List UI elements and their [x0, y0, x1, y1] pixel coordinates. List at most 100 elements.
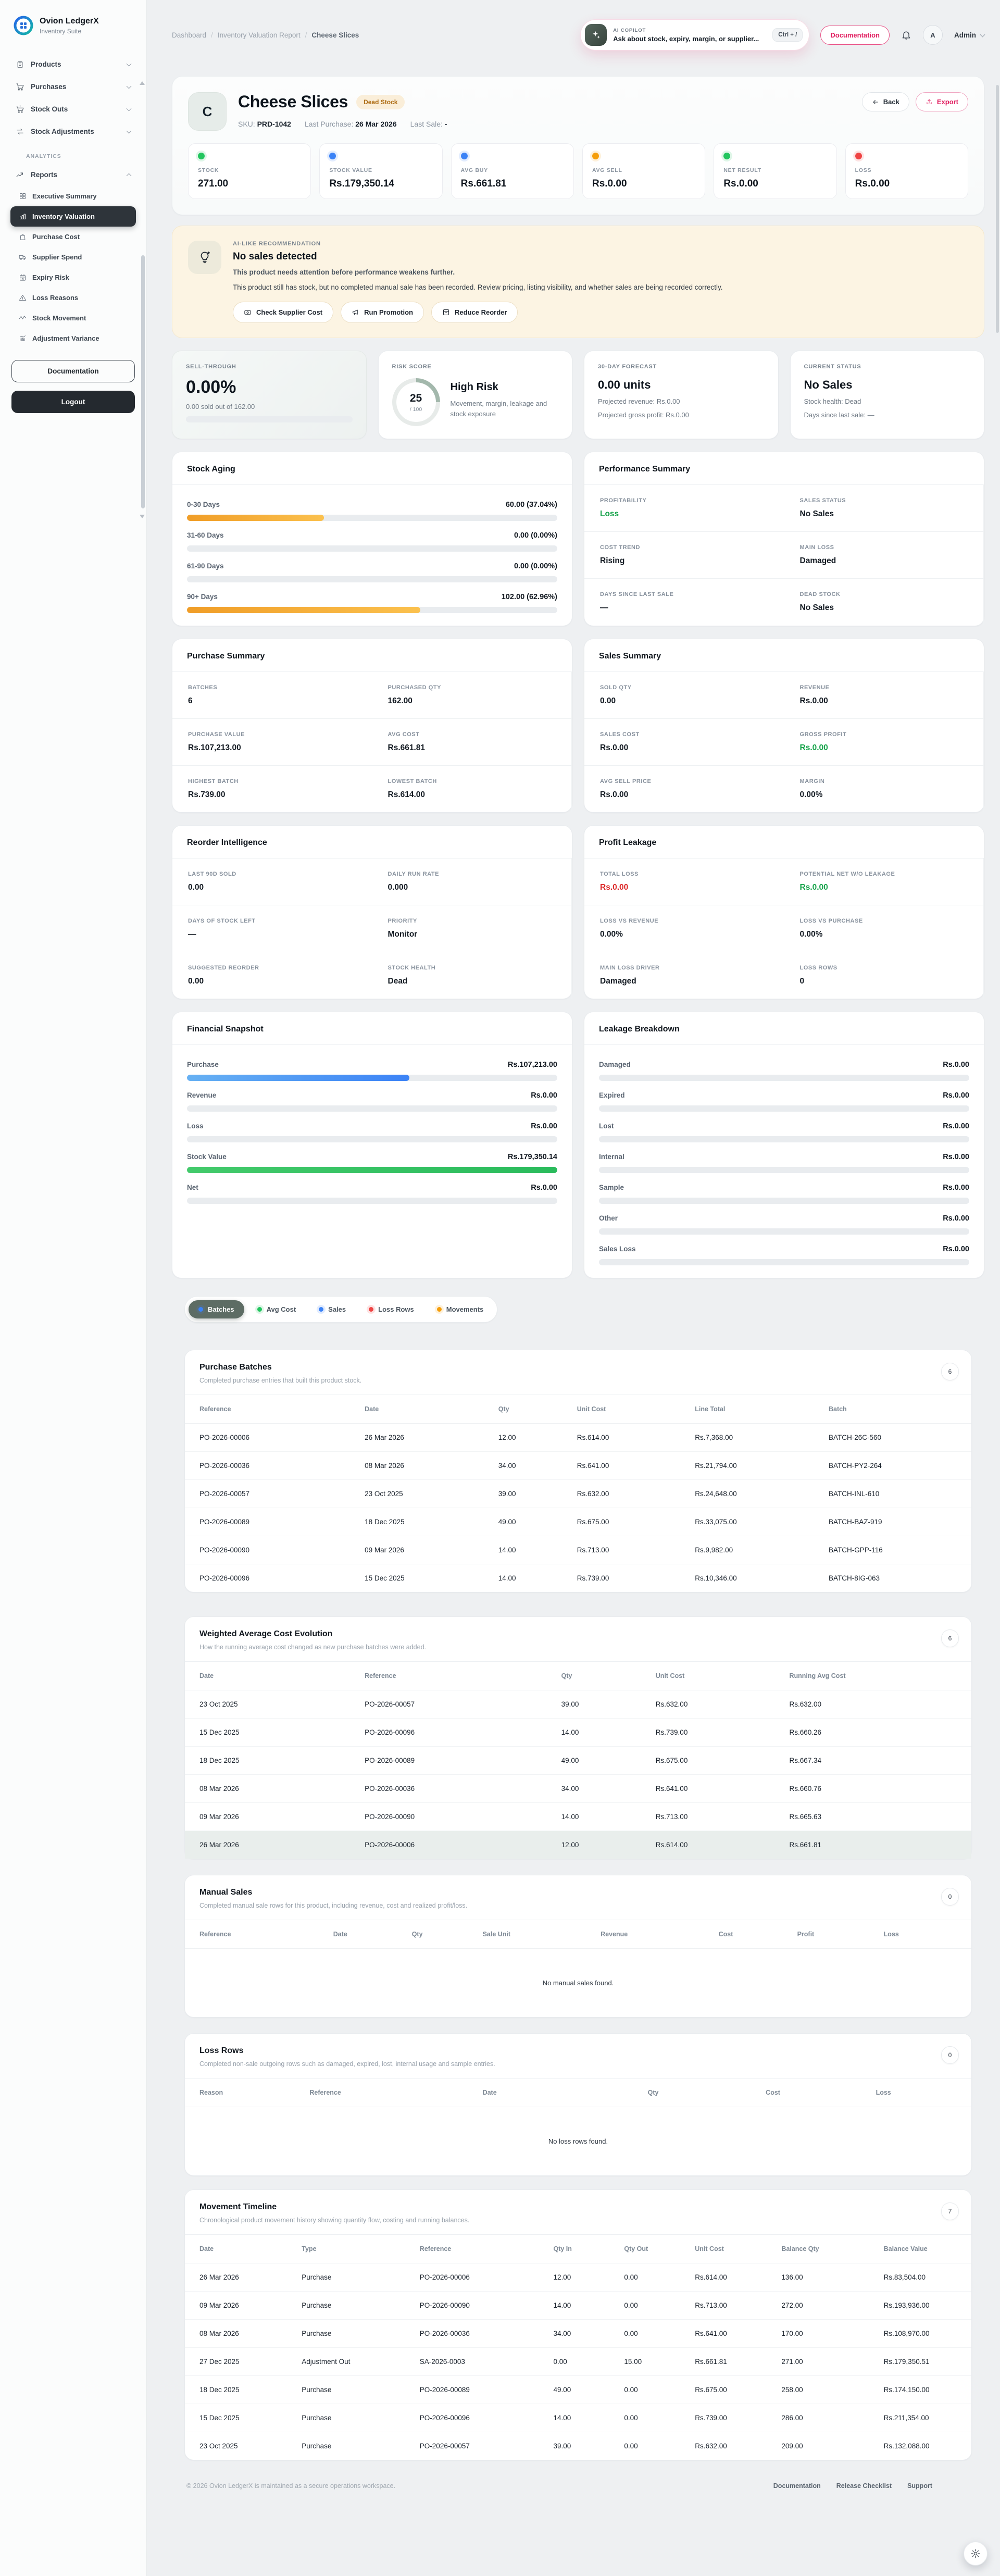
table-cell: Rs.667.34 — [774, 1746, 971, 1775]
table-cell: 49.00 — [546, 1746, 641, 1775]
table-row: PO-2026-00006 26 Mar 2026 12.00 Rs.614.00 Rs… — [185, 1423, 971, 1452]
sidebar-scroll-up-arrow[interactable] — [140, 81, 145, 85]
ai-copilot-search[interactable]: AI COPILOT Ask about stock, expiry, marg… — [581, 20, 809, 50]
tab[interactable]: Loss Rows — [359, 1300, 424, 1318]
documentation-button[interactable]: Documentation — [820, 25, 890, 45]
chevron-down-icon — [126, 61, 132, 66]
logout-button[interactable]: Logout — [11, 391, 135, 413]
sidebar-item-label: Products — [31, 60, 61, 68]
table-row: 26 Mar 2026 PO-2026-00006 12.00 Rs.614.00 Rs… — [185, 1831, 971, 1859]
notifications-bell-icon[interactable] — [901, 30, 911, 40]
section-subtitle: Completed purchase entries that built th… — [199, 1377, 362, 1384]
sidebar-item-stock-adjustments[interactable]: Stock Adjustments — [10, 120, 136, 143]
financial-bar — [187, 1136, 557, 1142]
sidebar-item-loss-reasons[interactable]: Loss Reasons — [10, 288, 136, 308]
performance-summary-card: Performance Summary PROFITABILITY Loss S… — [584, 452, 984, 626]
sidebar-item-expiry-risk[interactable]: Expiry Risk — [10, 267, 136, 288]
chevron-down-icon — [126, 128, 132, 133]
sidebar-item-adjustment-variance[interactable]: Adjustment Variance — [10, 328, 136, 349]
sidebar-item-supplier-spend[interactable]: Supplier Spend — [10, 247, 136, 267]
table-cell: Rs.713.00 — [641, 1802, 775, 1831]
column-header: Date — [185, 2235, 288, 2263]
table-cell: 23 Oct 2025 — [185, 1690, 351, 1719]
breadcrumb-report[interactable]: Inventory Valuation Report — [217, 31, 301, 39]
summary-cell: SUGGESTED REORDER 0.00 — [172, 952, 372, 999]
tab[interactable]: Movements — [427, 1300, 494, 1318]
tab[interactable]: Avg Cost — [247, 1300, 306, 1318]
run-promotion-button[interactable]: Run Promotion — [341, 302, 424, 323]
reduce-reorder-button[interactable]: Reduce Reorder — [431, 302, 518, 323]
sidebar-item-purchase-cost[interactable]: Purchase Cost — [10, 227, 136, 247]
user-menu[interactable]: Admin — [954, 31, 985, 39]
avg-cost-card: Weighted Average Cost Evolution How the … — [184, 1616, 972, 1859]
table-cell: 26 Mar 2026 — [199, 1841, 239, 1849]
sidebar-item-stock-movement[interactable]: Stock Movement — [10, 308, 136, 328]
page-scrollbar[interactable] — [996, 85, 999, 333]
financial-row: Net Rs.0.00 — [187, 1173, 557, 1204]
table-row: 09 Mar 2026 Purchase PO-2026-00090 14.00 0.0… — [185, 2291, 971, 2320]
table-cell: Rs.10,346.00 — [695, 1574, 737, 1582]
sidebar-item-reports[interactable]: Reports — [10, 164, 136, 186]
table-cell: Purchase — [302, 2442, 332, 2450]
summary-value: Rs.661.81 — [388, 743, 426, 752]
sidebar-documentation-button[interactable]: Documentation — [11, 360, 135, 382]
arrow-left-icon — [873, 99, 878, 104]
stat-card: LOSS Rs.0.00 — [845, 143, 968, 199]
table-cell: Rs.193,936.00 — [869, 2291, 971, 2320]
financial-row: Loss Rs.0.00 — [187, 1112, 557, 1142]
cart-icon — [16, 83, 24, 91]
aging-row: 31-60 Days 0.00 (0.00%) — [187, 521, 557, 552]
check-supplier-cost-button[interactable]: Check Supplier Cost — [233, 302, 334, 323]
column-header: Reference — [185, 1395, 351, 1424]
chevron-down-icon — [980, 32, 985, 37]
column-header: Date — [318, 1920, 397, 1949]
summary-cell: LOSS VS PURCHASE 0.00% — [784, 905, 984, 952]
user-avatar[interactable]: A — [923, 25, 943, 45]
sidebar-item-inventory-valuation[interactable]: Inventory Valuation — [10, 206, 136, 227]
stat-value: Rs.0.00 — [723, 178, 758, 189]
export-button[interactable]: Export — [915, 92, 968, 111]
count-badge: 6 — [941, 1363, 959, 1380]
column-header: Reference — [350, 1662, 547, 1690]
user-name: Admin — [954, 31, 976, 39]
sidebar-item-products[interactable]: Products — [10, 53, 136, 76]
sidebar-item-purchases[interactable]: Purchases — [10, 76, 136, 98]
section-title: Purchase Summary — [187, 652, 265, 661]
tab-label: Batches — [208, 1305, 234, 1313]
sidebar-scroll-down-arrow[interactable] — [140, 515, 145, 518]
status-days: Days since last sale: — — [804, 411, 874, 419]
summary-cell: REVENUE Rs.0.00 — [784, 672, 984, 719]
table-cell: Rs.33,075.00 — [680, 1508, 814, 1536]
table-cell: Rs.7,368.00 — [680, 1423, 814, 1452]
summary-value: No Sales — [799, 509, 834, 518]
table-cell: 170.00 — [767, 2319, 869, 2348]
reorder-intelligence-card: Reorder Intelligence LAST 90D SOLD 0.00 … — [172, 825, 572, 999]
section-title: Performance Summary — [599, 465, 691, 474]
table-cell: 0.00 — [539, 2347, 610, 2376]
stat-label: STOCK — [198, 167, 219, 173]
settings-fab-button[interactable] — [964, 2542, 988, 2566]
summary-value: Rs.614.00 — [388, 790, 426, 799]
sidebar-item-label: Executive Summary — [32, 192, 97, 200]
sidebar-item-stock-outs[interactable]: Stock Outs — [10, 98, 136, 120]
sidebar-scrollbar[interactable] — [141, 255, 145, 508]
table-cell: 271.00 — [767, 2347, 869, 2376]
tab[interactable]: Sales — [309, 1300, 356, 1318]
leakage-row: Other Rs.0.00 — [599, 1204, 969, 1235]
column-header: Qty In — [539, 2235, 610, 2263]
truck-icon — [19, 255, 26, 260]
summary-cell: DAILY RUN RATE 0.000 — [372, 858, 572, 905]
table-cell: 26 Mar 2026 — [185, 2263, 288, 2292]
sidebar-item-executive-summary[interactable]: Executive Summary — [10, 186, 136, 206]
table-cell: BATCH-BAZ-919 — [814, 1508, 971, 1536]
footer-link[interactable]: Documentation — [773, 2482, 821, 2490]
movement-timeline-table: Date Type Reference Qty In Qty Out Unit Cost B… — [185, 2235, 971, 2460]
breadcrumb-dashboard[interactable]: Dashboard — [172, 31, 207, 39]
footer-link[interactable]: Support — [907, 2482, 932, 2490]
stat-dot — [329, 153, 336, 159]
back-button[interactable]: Back — [861, 92, 909, 111]
footer-link[interactable]: Release Checklist — [836, 2482, 892, 2490]
column-header: Qty — [633, 2079, 752, 2107]
tab[interactable]: Batches — [189, 1300, 244, 1318]
brand: Ovion LedgerX Inventory Suite — [0, 0, 146, 48]
